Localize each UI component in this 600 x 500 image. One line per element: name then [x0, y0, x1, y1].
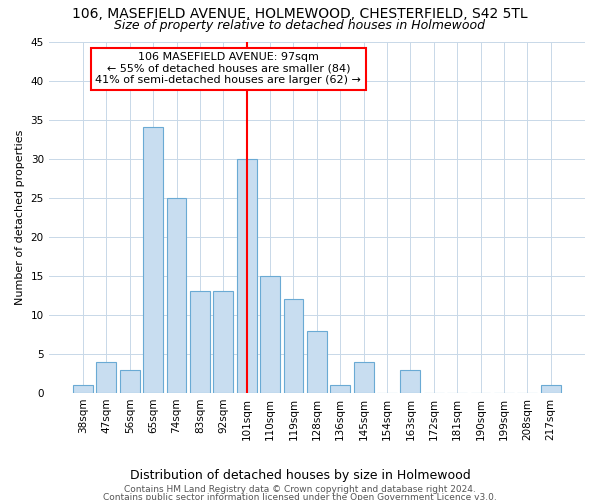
Bar: [284, 300, 304, 393]
Text: Distribution of detached houses by size in Holmewood: Distribution of detached houses by size …: [130, 469, 470, 482]
Y-axis label: Number of detached properties: Number of detached properties: [15, 130, 25, 305]
Bar: [541, 385, 560, 393]
Bar: [143, 128, 163, 393]
Text: Contains HM Land Registry data © Crown copyright and database right 2024.: Contains HM Land Registry data © Crown c…: [124, 485, 476, 494]
Bar: [330, 385, 350, 393]
Text: Size of property relative to detached houses in Holmewood: Size of property relative to detached ho…: [115, 18, 485, 32]
Text: 106, MASEFIELD AVENUE, HOLMEWOOD, CHESTERFIELD, S42 5TL: 106, MASEFIELD AVENUE, HOLMEWOOD, CHESTE…: [72, 8, 528, 22]
Bar: [73, 385, 93, 393]
Bar: [214, 292, 233, 393]
Bar: [190, 292, 210, 393]
Bar: [353, 362, 374, 393]
Bar: [237, 158, 257, 393]
Bar: [307, 330, 327, 393]
Bar: [167, 198, 187, 393]
Text: Contains public sector information licensed under the Open Government Licence v3: Contains public sector information licen…: [103, 493, 497, 500]
Bar: [97, 362, 116, 393]
Bar: [400, 370, 421, 393]
Text: 106 MASEFIELD AVENUE: 97sqm
← 55% of detached houses are smaller (84)
41% of sem: 106 MASEFIELD AVENUE: 97sqm ← 55% of det…: [95, 52, 361, 85]
Bar: [260, 276, 280, 393]
Bar: [120, 370, 140, 393]
